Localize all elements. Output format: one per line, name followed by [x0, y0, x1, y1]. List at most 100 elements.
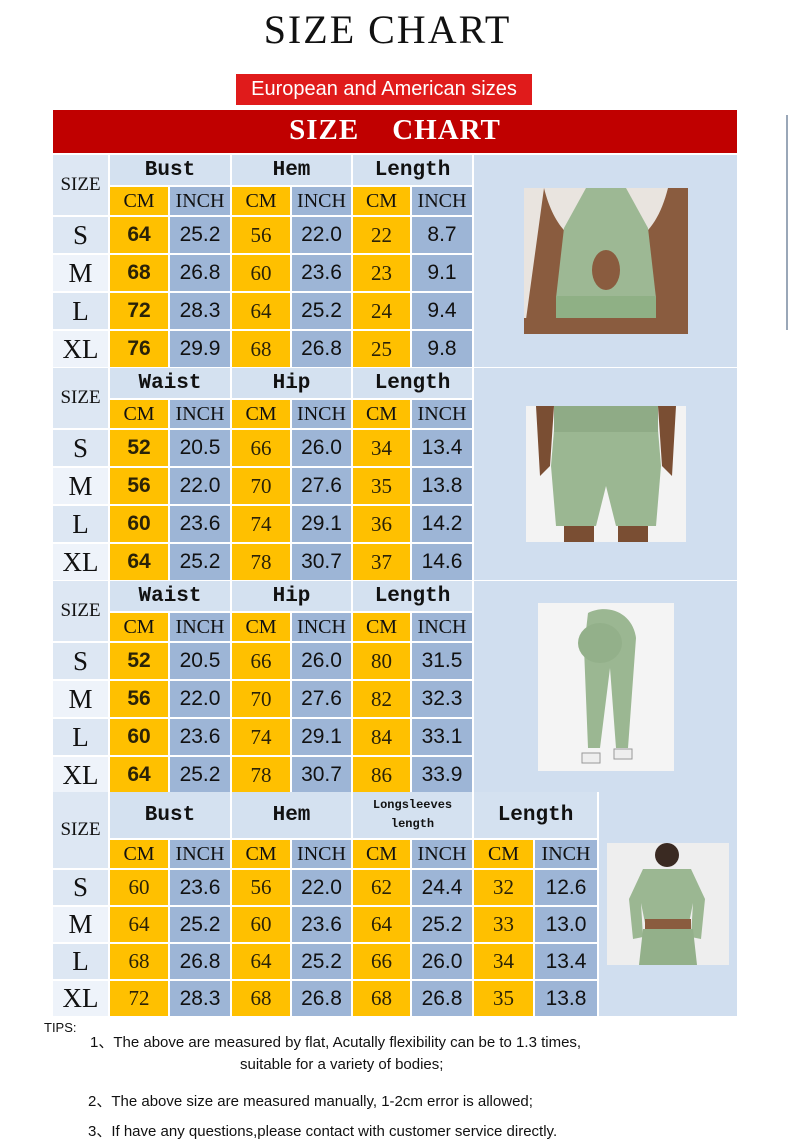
unit-cm-header: CM [232, 840, 290, 868]
unit-inch-header: INCH [292, 840, 351, 868]
size-label: XL [53, 331, 108, 367]
inch-value: 12.6 [535, 870, 597, 905]
unit-cm-header: CM [110, 187, 168, 215]
inch-value: 33.1 [412, 719, 472, 755]
unit-inch-header: INCH [170, 840, 230, 868]
cm-value: 72 [110, 981, 168, 1016]
cm-value: 78 [232, 757, 290, 793]
unit-inch-header: INCH [292, 187, 351, 215]
unit-inch-header: INCH [292, 613, 351, 641]
size-label: L [53, 506, 108, 542]
cm-value: 36 [353, 506, 410, 542]
inch-value: 26.0 [292, 430, 351, 466]
cm-value: 56 [232, 870, 290, 905]
inch-value: 13.0 [535, 907, 597, 942]
inch-value: 20.5 [170, 643, 230, 679]
cm-value: 68 [232, 331, 290, 367]
unit-cm-header: CM [474, 840, 533, 868]
group-header: Waist [110, 368, 230, 398]
cm-value: 34 [353, 430, 410, 466]
size-header: SIZE [53, 368, 108, 428]
cm-value: 23 [353, 255, 410, 291]
product-image-shorts [474, 368, 737, 580]
inch-value: 26.8 [170, 944, 230, 979]
size-label: S [53, 430, 108, 466]
inch-value: 29.1 [292, 506, 351, 542]
inch-value: 31.5 [412, 643, 472, 679]
size-header: SIZE [53, 581, 108, 641]
cm-value: 68 [110, 944, 168, 979]
group-header: Hip [232, 368, 351, 398]
inch-value: 24.4 [412, 870, 472, 905]
inch-value: 22.0 [292, 217, 351, 253]
cm-value: 32 [474, 870, 533, 905]
inch-value: 25.2 [170, 544, 230, 580]
cm-value: 64 [110, 907, 168, 942]
unit-cm-header: CM [353, 400, 410, 428]
cm-value: 52 [110, 430, 168, 466]
unit-cm-header: CM [110, 400, 168, 428]
group-header: Length [353, 581, 472, 611]
inch-value: 9.1 [412, 255, 472, 291]
inch-value: 26.8 [170, 255, 230, 291]
cm-value: 66 [232, 643, 290, 679]
size-label: XL [53, 981, 108, 1016]
size-chart-banner: SIZE CHART [53, 110, 737, 153]
group-header: Bust [110, 155, 230, 185]
tip-1: 1、The above are measured by flat, Acutal… [90, 1034, 582, 1051]
inch-value: 26.8 [292, 331, 351, 367]
cm-value: 52 [110, 643, 168, 679]
inch-value: 22.0 [170, 681, 230, 717]
tip-3: 3、If have any questions,please contact w… [88, 1123, 558, 1140]
cm-value: 72 [110, 293, 168, 329]
group-header: Bust [110, 792, 230, 838]
product-image-leggings [474, 581, 737, 793]
cm-value: 64 [353, 907, 410, 942]
group-header: Hem [232, 792, 351, 838]
cm-value: 84 [353, 719, 410, 755]
inch-value: 30.7 [292, 544, 351, 580]
cm-value: 60 [110, 506, 168, 542]
unit-cm-header: CM [110, 613, 168, 641]
cm-value: 33 [474, 907, 533, 942]
cm-value: 82 [353, 681, 410, 717]
product-image-sports-bra [474, 155, 737, 367]
size-table-sports-bra: SIZE Bust CM INCH Hem CM INCH Length CM INCH S 64 25… [53, 155, 737, 367]
inch-value: 25.2 [170, 217, 230, 253]
inch-value: 27.6 [292, 681, 351, 717]
inch-value: 30.7 [292, 757, 351, 793]
inch-value: 25.2 [170, 907, 230, 942]
cm-value: 35 [353, 468, 410, 504]
cm-value: 56 [232, 217, 290, 253]
size-label: S [53, 217, 108, 253]
size-label: XL [53, 757, 108, 793]
group-header: Length [353, 155, 472, 185]
inch-value: 23.6 [170, 506, 230, 542]
cm-value: 64 [232, 944, 290, 979]
unit-cm-header: CM [353, 187, 410, 215]
cm-value: 24 [353, 293, 410, 329]
cm-value: 86 [353, 757, 410, 793]
inch-value: 27.6 [292, 468, 351, 504]
cm-value: 74 [232, 719, 290, 755]
size-label: XL [53, 544, 108, 580]
cm-value: 68 [232, 981, 290, 1016]
cm-value: 60 [110, 870, 168, 905]
size-label: L [53, 293, 108, 329]
cm-value: 80 [353, 643, 410, 679]
unit-inch-header: INCH [535, 840, 597, 868]
cm-value: 64 [110, 757, 168, 793]
inch-value: 13.4 [412, 430, 472, 466]
inch-value: 13.4 [535, 944, 597, 979]
inch-value: 26.0 [292, 643, 351, 679]
cm-value: 37 [353, 544, 410, 580]
inch-value: 26.0 [412, 944, 472, 979]
cm-value: 68 [110, 255, 168, 291]
inch-value: 32.3 [412, 681, 472, 717]
inch-value: 14.2 [412, 506, 472, 542]
unit-inch-header: INCH [170, 400, 230, 428]
inch-value: 23.6 [292, 255, 351, 291]
unit-inch-header: INCH [412, 400, 472, 428]
cm-value: 60 [110, 719, 168, 755]
divider [786, 115, 788, 330]
